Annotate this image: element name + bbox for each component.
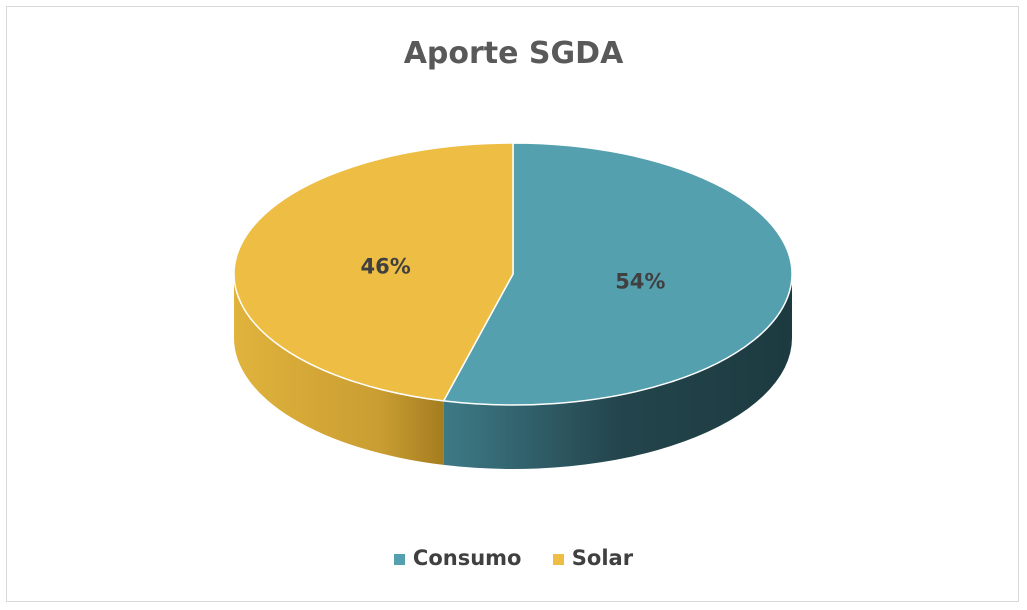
legend-item-solar: Solar <box>552 546 634 570</box>
pie-slice-consumo <box>442 142 793 406</box>
data-label-solar: 46% <box>361 254 411 278</box>
pie-side-consumo <box>443 274 792 469</box>
pie-side-solar <box>234 274 444 465</box>
pie-slice-solar <box>233 142 514 402</box>
data-label-consumo: 54% <box>615 270 665 294</box>
legend-label-consumo: Consumo <box>412 546 522 570</box>
legend-label-solar: Solar <box>571 546 634 570</box>
legend-item-consumo: Consumo <box>393 546 522 570</box>
legend: Consumo Solar <box>0 546 1027 570</box>
legend-swatch-solar <box>552 553 564 565</box>
legend-swatch-consumo <box>393 553 405 565</box>
chart-title: Aporte SGDA <box>403 36 624 71</box>
